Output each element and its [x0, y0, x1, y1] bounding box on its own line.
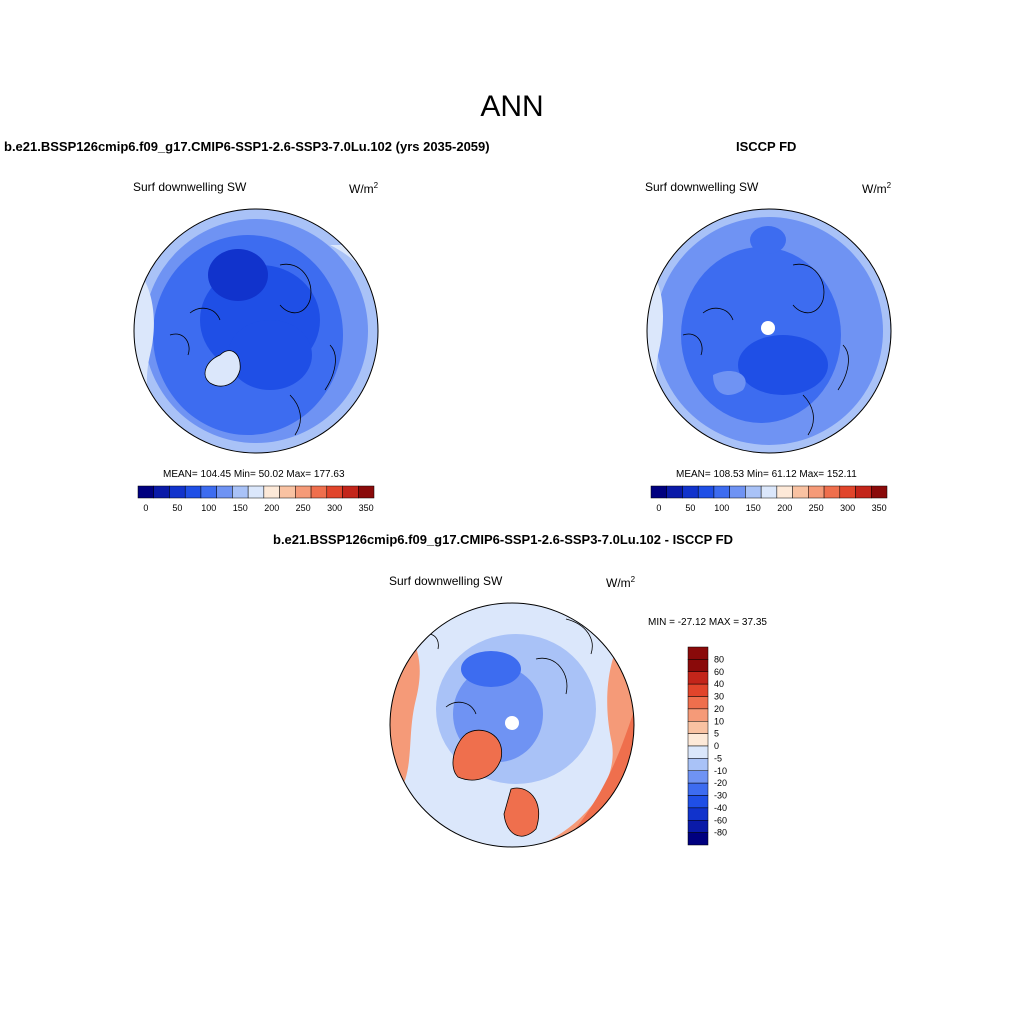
panel-3-colorbar-swatch: [687, 782, 709, 796]
panel-3-stats: MIN = -27.12 MAX = 37.35: [648, 617, 767, 628]
panel-2-variable-label: Surf downwelling SW: [645, 180, 759, 194]
panel-2-colorbar-swatch: [839, 485, 856, 499]
panel-3-colorbar-swatch: [687, 733, 709, 747]
panel-1-colorbar-swatch: [247, 485, 265, 499]
panel-3-colorbar-swatch: [687, 758, 709, 771]
panel-1-colorbar-swatch: [153, 485, 170, 499]
panel-2-units: W/m2: [862, 181, 892, 196]
panel-1-variable-label: Surf downwelling SW: [133, 180, 247, 194]
panel-3-title: b.e21.BSSP126cmip6.f09_g17.CMIP6-SSP1-2.…: [273, 532, 734, 547]
panel-3-colorbar-tick-label: 20: [714, 704, 724, 714]
panel-1-colorbar-swatch: [358, 485, 375, 499]
panel-1-colorbar-tick-label: 50: [172, 503, 182, 513]
panel-3-colorbar-tick-label: -10: [714, 766, 727, 776]
panel-3-colorbar-swatch: [687, 683, 709, 697]
panel-3-colorbar-tick-label: 5: [714, 729, 719, 739]
panel-1-colorbar-tick-label: 250: [296, 503, 311, 513]
panel-3-colorbar-swatch: [687, 770, 709, 784]
panel-2-colorbar-swatch: [760, 485, 778, 499]
panel-1-colorbar-swatch: [310, 485, 328, 499]
panel-3-polar-map: [389, 602, 635, 848]
panel-1-colorbar-tick-label: 150: [233, 503, 248, 513]
panel-3-colorbar-tick-label: 0: [714, 741, 719, 751]
panel-2-colorbar-swatch: [729, 485, 746, 499]
panel-1-stats: MEAN= 104.45 Min= 50.02 Max= 177.63: [163, 469, 345, 480]
panel-1-colorbar-swatch: [184, 485, 202, 499]
panel-2-colorbar-tick-label: 100: [714, 503, 729, 513]
panel-2-stats: MEAN= 108.53 Min= 61.12 Max= 152.11: [676, 469, 857, 480]
panel-1-colorbar-tick-label: 200: [264, 503, 279, 513]
panel-3-colorbar-swatch: [687, 807, 709, 821]
panel-1-units: W/m2: [349, 181, 379, 196]
panel-3-colorbar-tick-label: 40: [714, 679, 724, 689]
panel-3-colorbar-swatch: [687, 795, 709, 809]
panel-2-colorbar-tick-label: 350: [872, 503, 887, 513]
panel-3-colorbar-tick-label: -80: [714, 828, 727, 838]
panel-3-colorbar-tick-label: 60: [714, 667, 724, 677]
panel-2-colorbar-tick-label: 50: [685, 503, 695, 513]
panel-1-colorbar-tick-label: 300: [327, 503, 342, 513]
panel-3-colorbar-swatch: [687, 832, 709, 846]
panel-3-colorbar-tick-label: -30: [714, 791, 727, 801]
panel-1-colorbar-swatch: [295, 485, 312, 499]
panel-3-colorbar-tick-label: -20: [714, 778, 727, 788]
panel-3-colorbar-swatch: [687, 659, 709, 672]
panel-3-units: W/m2: [606, 575, 636, 590]
panel-3-colorbar-swatch: [687, 671, 709, 685]
panel-2-colorbar-swatch: [855, 485, 872, 499]
panel-1-colorbar-swatch: [263, 485, 280, 499]
panel-1-colorbar-swatch: [279, 485, 296, 499]
panel-1-colorbar-swatch: [232, 485, 249, 499]
panel-1-colorbar-tick-label: 350: [359, 503, 374, 513]
panel-3-colorbar-swatch: [687, 721, 709, 734]
panel-1-colorbar-swatch: [169, 485, 186, 499]
panel-2-colorbar-swatch: [745, 485, 762, 499]
panel-1-colorbar-swatch: [342, 485, 359, 499]
panel-2-colorbar-tick-label: 300: [840, 503, 855, 513]
panel-2-colorbar-tick-label: 0: [656, 503, 661, 513]
panel-1-polar-map: [133, 208, 379, 454]
panel-1-colorbar-swatch: [200, 485, 217, 499]
panel-1-colorbar-swatch: [326, 485, 343, 499]
panel-2-colorbar-swatch: [776, 485, 793, 499]
panel-3-colorbar-tick-label: 30: [714, 692, 724, 702]
panel-1-colorbar-tick-label: 100: [201, 503, 216, 513]
panel-2-colorbar-swatch: [792, 485, 809, 499]
panel-3-colorbar-tick-label: -40: [714, 803, 727, 813]
panel-2-colorbar-tick-label: 200: [777, 503, 792, 513]
panel-2-colorbar-tick-label: 150: [746, 503, 761, 513]
panel-3-colorbar-swatch: [687, 820, 709, 833]
panel-2-colorbar-tick-label: 250: [809, 503, 824, 513]
panel-2-colorbar-swatch: [823, 485, 841, 499]
panel-2-colorbar-swatch: [666, 485, 683, 499]
panel-2-colorbar-swatch: [713, 485, 730, 499]
panel-2-colorbar-swatch: [650, 485, 667, 499]
panel-3-colorbar-swatch: [687, 708, 709, 722]
panel-2-colorbar-swatch: [808, 485, 825, 499]
panel-2-colorbar-swatch: [697, 485, 715, 499]
panel-1-colorbar: 0 50 100 150 200 250 300 350: [137, 485, 375, 513]
main-title: ANN: [480, 90, 544, 123]
panel-3-colorbar-swatch: [687, 646, 709, 660]
panel-1-colorbar-swatch: [216, 485, 233, 499]
panel-3-colorbar-tick-label: 10: [714, 716, 724, 726]
panel-3-colorbar-tick-label: -5: [714, 753, 722, 763]
panel-1-colorbar-swatch: [137, 485, 154, 499]
panel-3-variable-label: Surf downwelling SW: [389, 574, 503, 588]
panel-2-polar-map: [646, 208, 892, 454]
panel-2-title: ISCCP FD: [736, 139, 797, 154]
panel-2-colorbar: 0 50 100 150 200 250 300 350: [650, 485, 888, 513]
panel-3-colorbar-swatch: [687, 696, 709, 710]
panel-2-colorbar-swatch: [871, 485, 888, 499]
panel-3-colorbar: 80 60 40 30 20 10 5 0 -5 -10 -20 -30 -40 -60 -80: [687, 646, 727, 846]
panel-3-colorbar-tick-label: -60: [714, 815, 727, 825]
panel-3-colorbar-tick-label: 80: [714, 654, 724, 664]
panel-1-colorbar-tick-label: 0: [143, 503, 148, 513]
panel-1-title: b.e21.BSSP126cmip6.f09_g17.CMIP6-SSP1-2.…: [4, 139, 490, 154]
panel-2-colorbar-swatch: [682, 485, 699, 499]
panel-3-colorbar-swatch: [687, 745, 709, 759]
